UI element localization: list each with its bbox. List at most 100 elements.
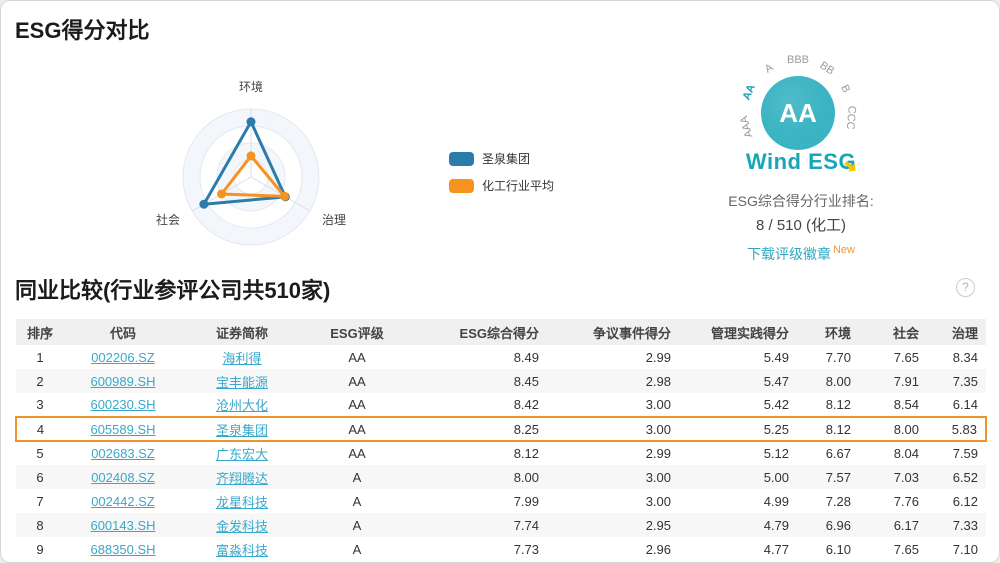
table-cell: 6.10: [825, 541, 851, 557]
stock-code-link[interactable]: 002408.SZ: [91, 469, 155, 485]
help-icon[interactable]: ?: [956, 278, 975, 297]
wind-esg-rating-badge: AA AAA AA A BBB BB B CCC: [717, 45, 885, 171]
table-cell: 6.52: [952, 469, 978, 485]
table-cell: 金发科技: [182, 513, 302, 537]
table-cell: 海利得: [182, 345, 302, 369]
table-row-2: 2 600989.SH 宝丰能源 AA 8.45 2.98 5.47 8.00 7.91 7.35: [16, 369, 986, 393]
table-cell: 002206.SZ: [64, 345, 182, 369]
column-header-1: 代码: [64, 319, 182, 345]
table-cell: AA: [348, 397, 366, 412]
table-cell: 5.83: [927, 416, 987, 442]
legend-item-1[interactable]: 化工行业平均: [449, 172, 554, 199]
table-cell: 3.00: [645, 397, 671, 412]
table-cell: 8.12: [513, 446, 539, 461]
table-cell: A: [352, 469, 362, 485]
table-cell: 3: [36, 397, 44, 412]
table-cell: 5.49: [763, 349, 789, 365]
table-cell: 3.00: [645, 493, 671, 509]
table-cell: 8: [36, 517, 44, 533]
esg-radar-chart: 环境 治理 社会: [116, 57, 396, 272]
table-cell: 4.77: [763, 541, 789, 557]
table-cell: 7: [36, 493, 44, 509]
table-cell: 8.00: [513, 469, 539, 485]
legend-swatch: [449, 151, 474, 166]
legend-swatch: [449, 178, 474, 193]
svg-text:AA: AA: [741, 83, 758, 102]
table-cell: 7.65: [893, 541, 919, 557]
peer-comparison-title: 同业比较(行业参评公司共510家): [15, 278, 331, 303]
column-header-0: 排序: [16, 319, 64, 345]
stock-code-link[interactable]: 600143.SH: [90, 517, 156, 533]
table-row-6: 6 002408.SZ 齐翔腾达 A 8.00 3.00 5.00 7.57 7.03 6.52: [16, 465, 986, 489]
table-cell: 5.12: [763, 446, 789, 461]
table-cell: 2: [36, 373, 44, 389]
table-cell: 8.49: [513, 349, 539, 365]
column-header-4: ESG综合得分: [412, 319, 547, 345]
table-cell: 圣泉集团: [182, 416, 302, 442]
stock-code-link[interactable]: 688350.SH: [90, 541, 156, 557]
stock-code-link[interactable]: 600989.SH: [90, 373, 156, 389]
stock-code-link[interactable]: 002206.SZ: [91, 349, 155, 365]
stock-code-link[interactable]: 600230.SH: [90, 397, 156, 412]
table-cell: 2.96: [645, 541, 671, 557]
stock-name-link[interactable]: 金发科技: [215, 518, 268, 534]
stock-name-link[interactable]: 齐翔腾达: [215, 470, 268, 486]
table-row-4: 4 605589.SH 圣泉集团 AA 8.25 3.00 5.25 8.12 8.00 5.83: [15, 416, 987, 442]
stock-name-link[interactable]: 龙星科技: [215, 494, 268, 510]
table-cell: 2.99: [645, 349, 671, 365]
table-cell: AA: [348, 446, 366, 461]
table-cell: AA: [348, 373, 366, 389]
column-header-3: ESG评级: [302, 319, 412, 345]
legend-item-0[interactable]: 圣泉集团: [449, 145, 554, 172]
table-row-9: 9 688350.SH 富淼科技 A 7.73 2.96 4.77 6.10 7.65 7.10: [16, 537, 986, 561]
download-badge-link[interactable]: 下载评级徽章: [746, 246, 831, 262]
stock-name-link[interactable]: 沧州大化: [215, 398, 268, 413]
column-header-7: 环境: [797, 319, 859, 345]
table-cell: 600230.SH: [64, 393, 182, 417]
table-cell: 5.25: [679, 416, 797, 442]
svg-text:AA: AA: [779, 98, 817, 128]
svg-text:治理: 治理: [322, 213, 346, 227]
table-cell: 宝丰能源: [182, 369, 302, 393]
table-cell: 3.00: [645, 469, 671, 485]
table-row-3: 3 600230.SH 沧州大化 AA 8.42 3.00 5.42 8.12 8.54 6.14: [16, 393, 986, 417]
table-cell: 6.96: [825, 517, 851, 533]
table-cell: 7.03: [893, 469, 919, 485]
industry-rank-label: ESG综合得分行业排名:: [728, 193, 874, 209]
table-cell: 2.98: [645, 373, 671, 389]
table-cell: 4.99: [763, 493, 789, 509]
column-header-5: 争议事件得分: [547, 319, 679, 345]
svg-text:B: B: [838, 83, 852, 95]
table-cell: 7.91: [893, 373, 919, 389]
stock-name-link[interactable]: 宝丰能源: [215, 374, 268, 390]
table-cell: 8.00: [825, 373, 851, 389]
column-header-2: 证券简称: [182, 319, 302, 345]
table-cell: 6.67: [825, 446, 851, 461]
peer-comparison-table: 排序 代码 证券简称 ESG评级 ESG综合得分 争议事件得分 管理实践得分 环境 社会 治理 1…: [15, 319, 987, 561]
table-cell: 688350.SH: [64, 537, 182, 561]
stock-name-link[interactable]: 圣泉集团: [215, 422, 268, 438]
table-cell: 6.17: [893, 517, 919, 533]
svg-text:A: A: [763, 61, 776, 75]
table-cell: 8.04: [893, 446, 919, 461]
table-cell: 7.99: [513, 493, 539, 509]
table-cell: 5.00: [763, 469, 789, 485]
stock-code-link[interactable]: 002683.SZ: [91, 446, 155, 461]
table-body: 1 002206.SZ 海利得 AA 8.49 2.99 5.49 7.70 7.65 8.34 2…: [15, 345, 987, 561]
svg-text:CCC: CCC: [844, 105, 858, 130]
stock-name-link[interactable]: 海利得: [222, 350, 262, 366]
table-cell: 2.99: [645, 446, 671, 461]
table-cell: 富淼科技: [182, 537, 302, 561]
stock-name-link[interactable]: 富淼科技: [215, 542, 268, 558]
svg-text:BB: BB: [817, 60, 836, 78]
table-cell: 7.33: [952, 517, 978, 533]
svg-text:AAA: AAA: [738, 114, 755, 139]
table-cell: 2.95: [645, 517, 671, 533]
stock-name-link[interactable]: 广东宏大: [215, 447, 268, 462]
table-cell: 龙星科技: [182, 489, 302, 513]
svg-text:社会: 社会: [156, 212, 180, 227]
stock-code-link[interactable]: 605589.SH: [90, 421, 156, 437]
table-cell: 3.00: [547, 416, 679, 442]
stock-code-link[interactable]: 002442.SZ: [91, 493, 155, 509]
